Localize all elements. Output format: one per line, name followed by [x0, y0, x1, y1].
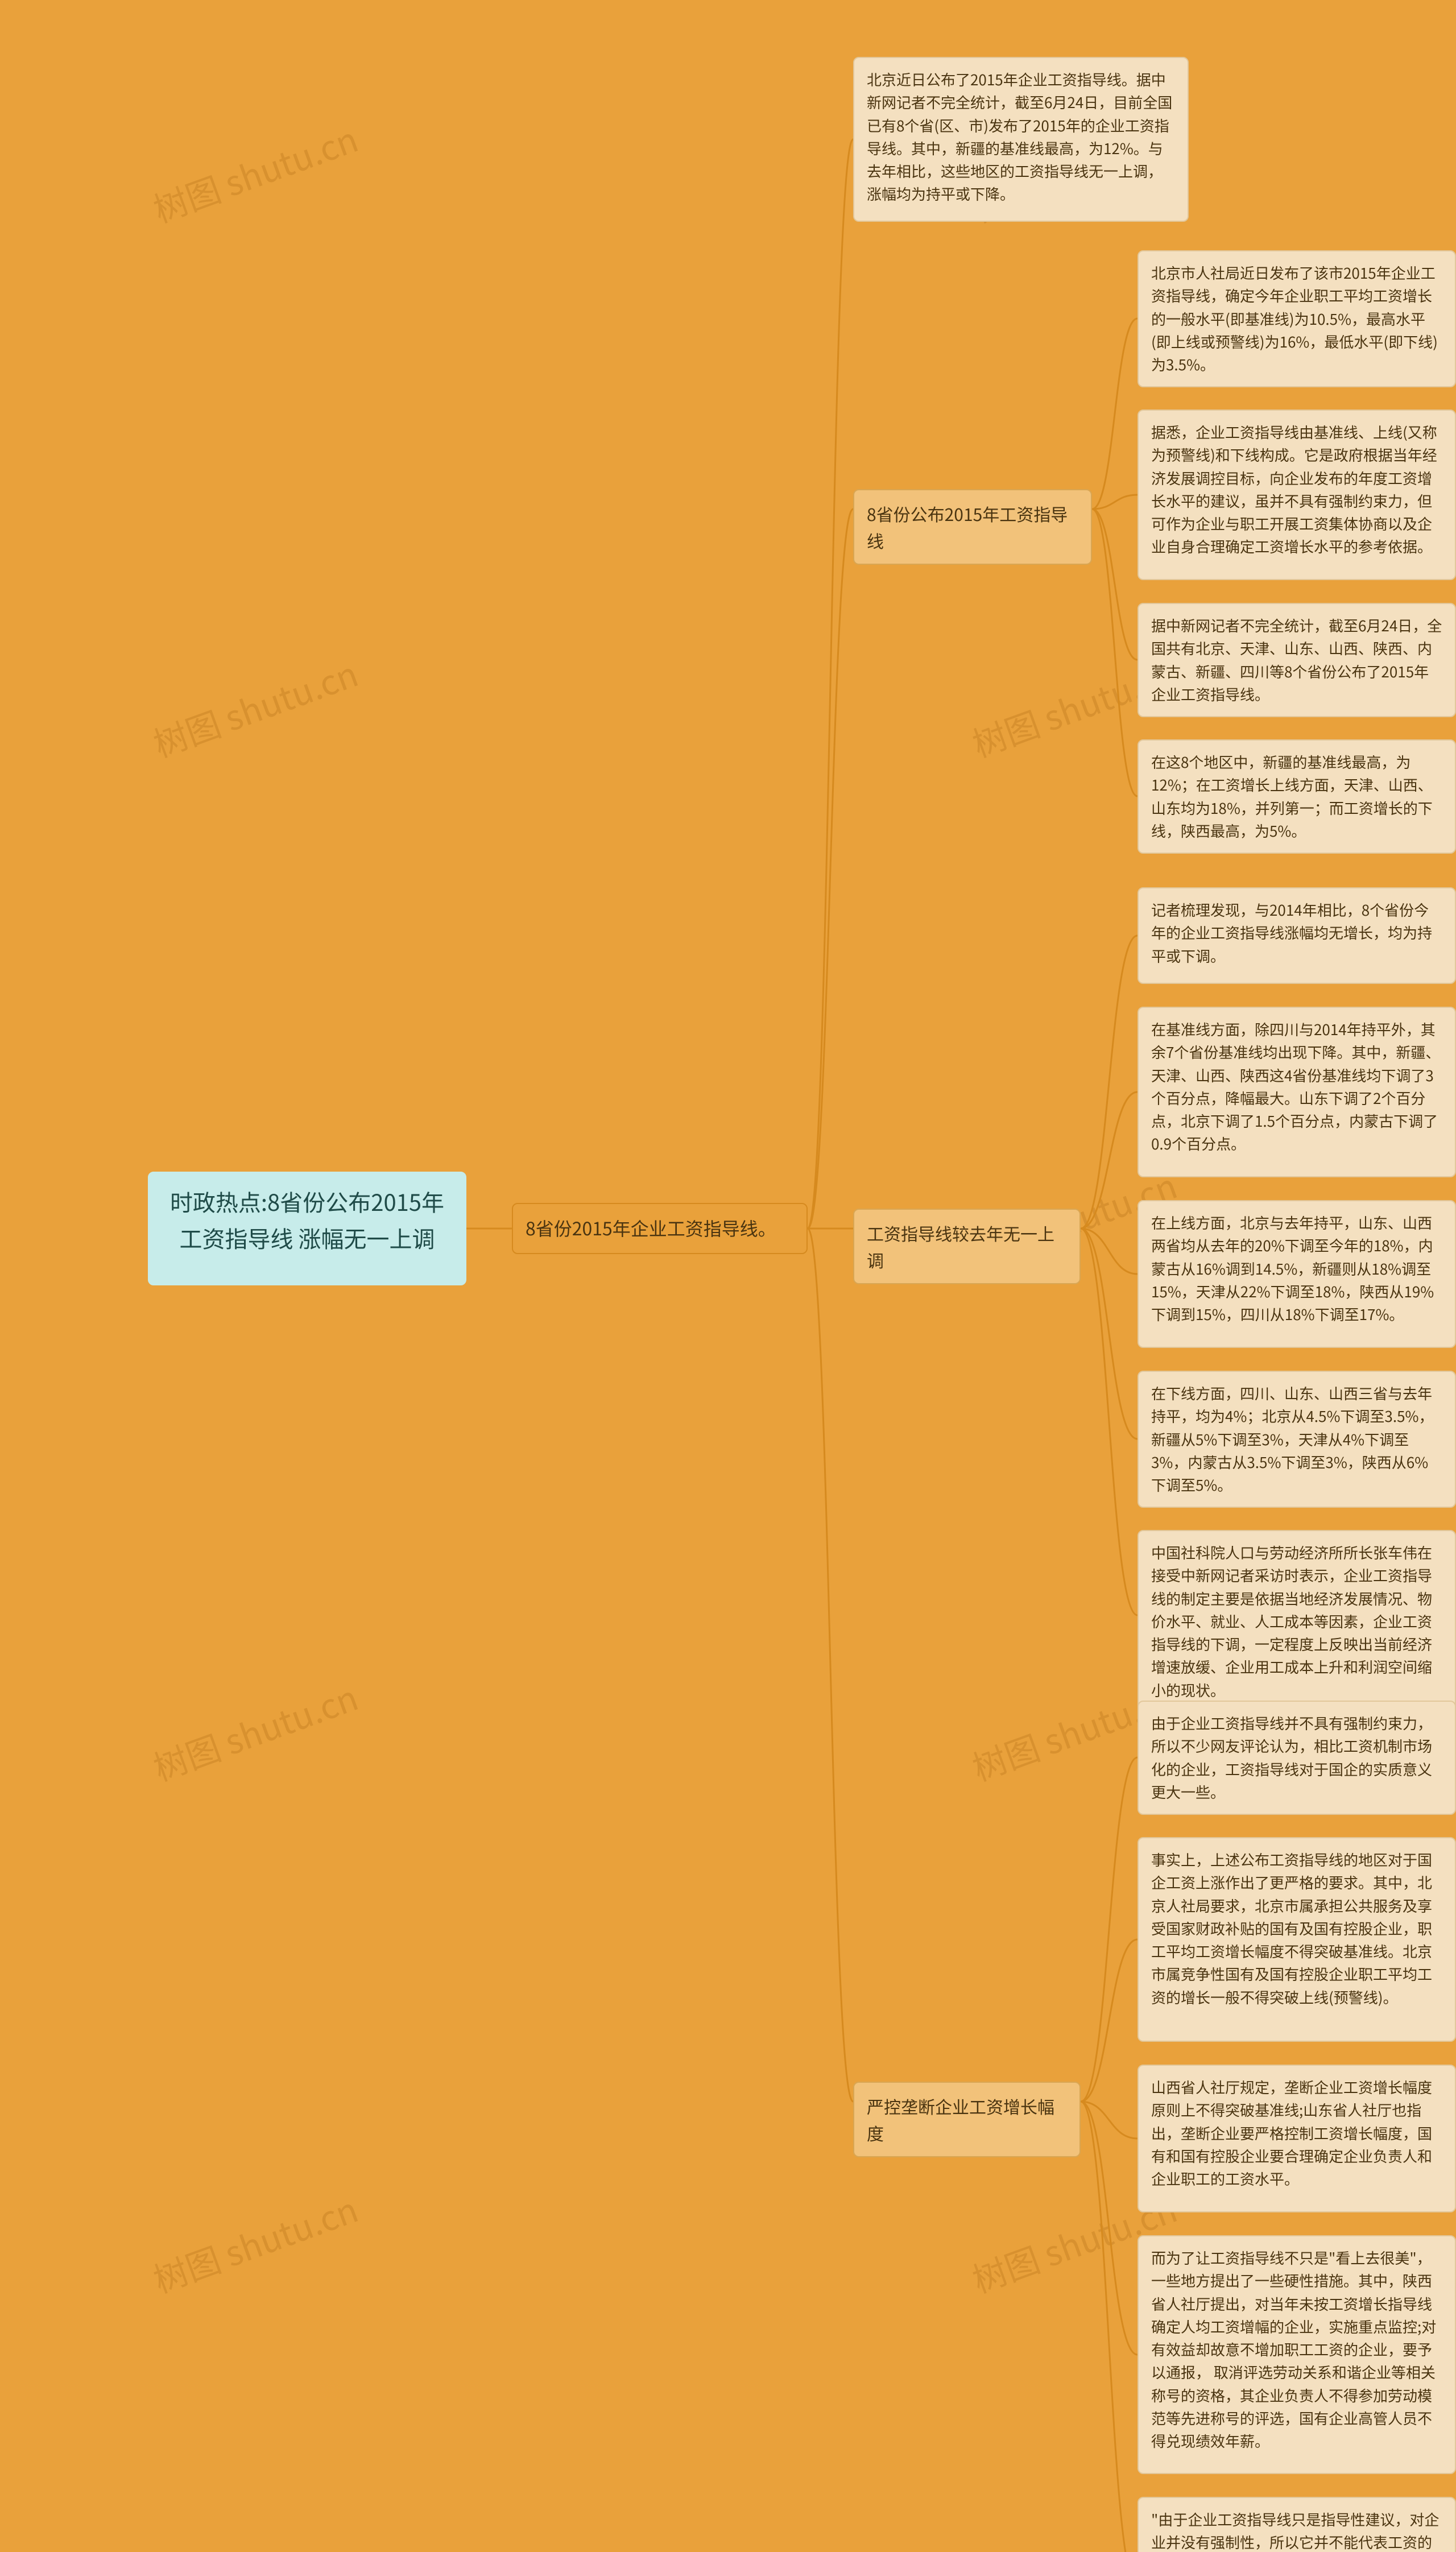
leaf-node[interactable]: 据中新网记者不完全统计，截至6月24日，全国共有北京、天津、山东、山西、陕西、内…	[1138, 603, 1456, 717]
leaf-node[interactable]: 而为了让工资指导线不只是"看上去很美"，一些地方提出了一些硬性措施。其中，陕西省…	[1138, 2235, 1456, 2474]
root-node[interactable]: 时政热点:8省份公布2015年工资指导线 涨幅无一上调	[148, 1172, 466, 1285]
branch-node[interactable]: 8省份公布2015年工资指导线	[853, 489, 1092, 565]
branch-node[interactable]: 严控垄断企业工资增长幅度	[853, 2082, 1081, 2157]
intro-leaf[interactable]: 北京近日公布了2015年企业工资指导线。据中新网记者不完全统计，截至6月24日，…	[853, 57, 1189, 222]
watermark: 树图 shutu.cn	[146, 113, 364, 233]
level1-node[interactable]: 8省份2015年企业工资指导线。	[512, 1203, 808, 1254]
watermark: 树图 shutu.cn	[146, 2183, 364, 2303]
leaf-node[interactable]: 事实上，上述公布工资指导线的地区对于国企工资上涨作出了更严格的要求。其中，北京人…	[1138, 1837, 1456, 2042]
leaf-node[interactable]: 中国社科院人口与劳动经济所所长张车伟在接受中新网记者采访时表示，企业工资指导线的…	[1138, 1530, 1456, 1713]
leaf-node[interactable]: 在基准线方面，除四川与2014年持平外，其余7个省份基准线均出现下降。其中，新疆…	[1138, 1007, 1456, 1177]
leaf-node[interactable]: 山西省人社厅规定，垄断企业工资增长幅度原则上不得突破基准线;山东省人社厅也指出，…	[1138, 2065, 1456, 2212]
leaf-node[interactable]: 北京市人社局近日发布了该市2015年企业工资指导线，确定今年企业职工平均工资增长…	[1138, 250, 1456, 387]
leaf-node[interactable]: "由于企业工资指导线只是指导性建议，对企业并没有强制性，所以它并不能代表工资的实…	[1138, 2497, 1456, 2552]
watermark: 树图 shutu.cn	[146, 1671, 364, 1791]
watermark: 树图 shutu.cn	[146, 647, 364, 767]
leaf-node[interactable]: 由于企业工资指导线并不具有强制约束力，所以不少网友评论认为，相比工资机制市场化的…	[1138, 1701, 1456, 1815]
leaf-node[interactable]: 在上线方面，北京与去年持平，山东、山西两省均从去年的20%下调至今年的18%，内…	[1138, 1200, 1456, 1348]
branch-node[interactable]: 工资指导线较去年无一上调	[853, 1209, 1081, 1284]
mindmap-canvas: 树图 shutu.cn 树图 shutu.cn 树图 shutu.cn 树图 shut…	[0, 0, 1456, 2552]
leaf-node[interactable]: 记者梳理发现，与2014年相比，8个省份今年的企业工资指导线涨幅均无增长，均为持…	[1138, 887, 1456, 984]
leaf-node[interactable]: 在这8个地区中，新疆的基准线最高，为12%；在工资增长上线方面，天津、山西、山东…	[1138, 739, 1456, 854]
leaf-node[interactable]: 据悉，企业工资指导线由基准线、上线(又称为预警线)和下线构成。它是政府根据当年经…	[1138, 410, 1456, 580]
leaf-node[interactable]: 在下线方面，四川、山东、山西三省与去年持平，均为4%；北京从4.5%下调至3.5…	[1138, 1371, 1456, 1508]
